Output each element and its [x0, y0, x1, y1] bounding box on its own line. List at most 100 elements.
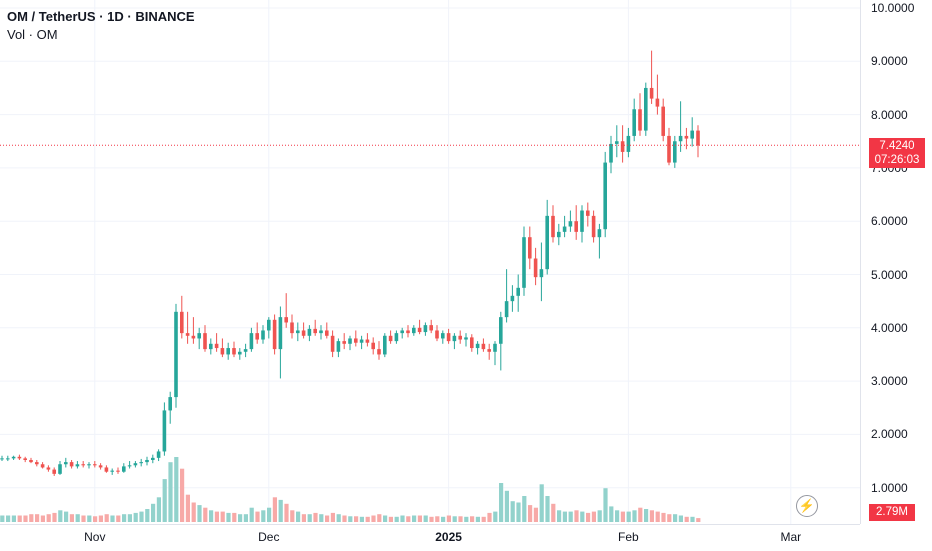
candle-body	[255, 333, 259, 340]
volume-bar	[162, 479, 167, 522]
volume-bar	[464, 516, 469, 522]
candle-body	[649, 87, 654, 99]
volume-bar	[249, 507, 254, 522]
candle-body	[290, 322, 294, 334]
volume-bar	[551, 503, 556, 522]
candle-body	[46, 467, 51, 470]
candle-body	[603, 162, 607, 230]
candle-body	[301, 330, 306, 336]
volume-bar	[319, 514, 324, 522]
volume-bar	[69, 514, 74, 522]
candle-body	[313, 328, 317, 334]
candle-body	[40, 464, 45, 468]
candle-body	[487, 349, 491, 352]
volume-bar	[690, 516, 695, 522]
volume-bar	[23, 515, 28, 522]
candle-body	[644, 87, 648, 131]
volume-bar	[98, 515, 103, 522]
candle-body	[458, 335, 462, 340]
candle-body	[557, 231, 561, 238]
candle-body	[371, 342, 375, 350]
volume-bar	[539, 484, 544, 522]
volume-bar	[75, 514, 80, 522]
volume-bar	[365, 516, 370, 522]
candle-body	[191, 335, 196, 339]
price-tick-label: 9.0000	[871, 54, 908, 69]
volume-bar	[609, 506, 614, 522]
volume-bar	[203, 507, 208, 522]
volume-bar	[330, 512, 335, 522]
candle-body	[667, 135, 671, 163]
volume-bar	[272, 497, 277, 522]
candle-body	[400, 330, 404, 334]
volume-bar	[226, 512, 231, 522]
volume-bar	[58, 510, 63, 522]
volume-bar	[35, 514, 40, 522]
volume-bar	[684, 516, 689, 522]
candle-body	[272, 319, 277, 350]
candle-body	[58, 464, 62, 474]
candle-body	[475, 343, 480, 349]
volume-bar	[591, 511, 596, 522]
candle-body	[406, 330, 410, 334]
candle-body	[69, 462, 74, 467]
volume-bar	[110, 515, 115, 522]
volume-bar	[493, 511, 498, 522]
candle-body	[284, 317, 288, 323]
symbol-title[interactable]: OM / TetherUS · 1D · BINANCE	[7, 9, 195, 24]
candle-body	[75, 464, 80, 467]
volume-bar	[452, 516, 457, 522]
volume-legend[interactable]: Vol · OM	[7, 27, 58, 42]
volume-bar	[0, 515, 5, 522]
candle-body	[52, 469, 56, 474]
candle-body	[359, 339, 364, 343]
candle-body	[377, 349, 381, 355]
candle-body	[551, 215, 555, 238]
candle-body	[122, 466, 126, 472]
volume-bar	[673, 514, 678, 522]
candle-body	[452, 335, 457, 342]
volume-bar	[278, 499, 283, 522]
volume-bar	[417, 515, 422, 522]
volume-bar	[104, 514, 109, 522]
volume-bar	[17, 515, 22, 522]
candle-body	[539, 269, 544, 278]
time-tick-label: Dec	[258, 530, 280, 544]
candle-body	[330, 335, 335, 352]
candle-body	[249, 333, 254, 350]
bar-countdown: 07:26:03	[874, 154, 920, 166]
volume-bar	[348, 516, 353, 522]
volume-bar	[649, 510, 654, 522]
volume-bar	[145, 509, 150, 522]
candle-body	[203, 333, 207, 350]
candle-body	[116, 470, 120, 472]
volume-bar	[562, 511, 567, 522]
candle-body	[638, 109, 642, 131]
candle-body	[209, 343, 213, 350]
last-price-value: 7.4240	[879, 140, 915, 152]
candle-body	[6, 458, 10, 460]
candle-body	[238, 351, 242, 355]
volume-bar	[470, 516, 475, 522]
candle-body	[609, 143, 613, 163]
time-tick-label: Feb	[618, 530, 639, 544]
chart-plot-area[interactable]	[0, 0, 860, 524]
volume-bar	[458, 516, 463, 522]
candle-body	[562, 226, 567, 232]
candle-body	[580, 210, 584, 232]
candle-body	[568, 221, 573, 227]
lightning-icon[interactable]: ⚡	[796, 495, 818, 517]
volume-bar	[301, 514, 306, 522]
volume-bar	[325, 515, 330, 522]
time-axis[interactable]: Nov Dec 2025 Feb Mar	[0, 524, 860, 551]
candle-body	[133, 463, 138, 466]
candle-body	[174, 311, 178, 398]
price-axis[interactable]: 10.00009.00008.00007.00006.00005.00004.0…	[860, 0, 932, 524]
volume-bar	[307, 514, 312, 522]
volume-bar	[11, 515, 16, 522]
candle-body	[533, 258, 538, 278]
candlestick-chart[interactable]	[0, 0, 860, 524]
candle-body	[615, 141, 619, 144]
volume-bar	[336, 514, 341, 522]
volume-bar	[516, 502, 521, 522]
